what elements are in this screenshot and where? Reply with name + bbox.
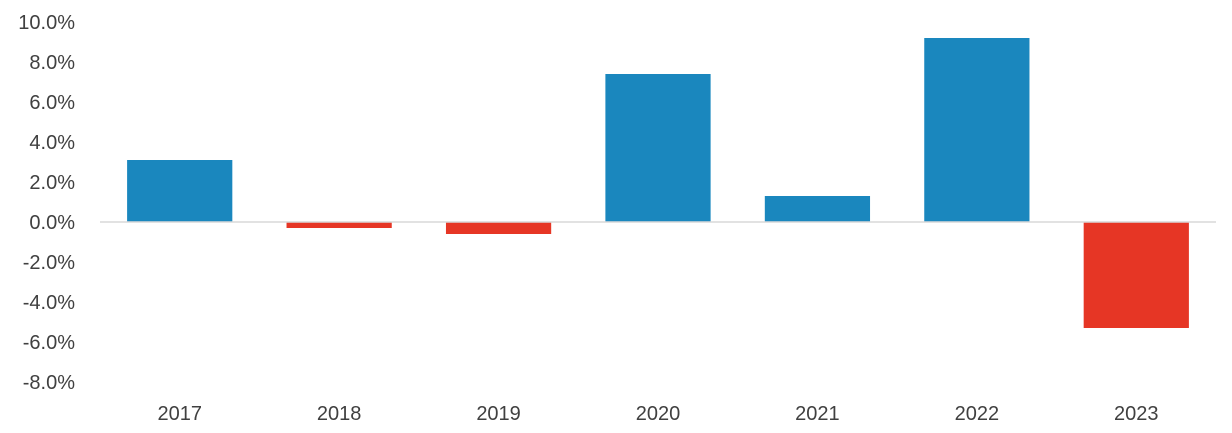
y-tick-label: -6.0% (23, 332, 75, 354)
bar-2020 (605, 74, 711, 222)
x-axis: 2017 2018 2019 2020 2021 2022 2023 (157, 403, 1158, 425)
y-axis: 10.0% 8.0% 6.0% 4.0% 2.0% 0.0% -2.0% -4.0% -6.0%… (18, 12, 75, 394)
bar-2023 (1083, 222, 1189, 328)
y-tick-label: 8.0% (29, 52, 75, 74)
y-tick-label: 10.0% (18, 12, 75, 34)
y-tick-label: 4.0% (29, 132, 75, 154)
y-tick-label: 0.0% (29, 212, 75, 234)
x-tick-label: 2021 (795, 403, 840, 425)
bar-2019 (445, 222, 552, 234)
bar-2017 (127, 160, 233, 222)
x-tick-label: 2018 (317, 403, 362, 425)
x-tick-label: 2019 (476, 403, 521, 425)
bar-2018 (286, 222, 392, 228)
y-tick-label: -8.0% (23, 372, 75, 394)
x-tick-label: 2017 (157, 403, 202, 425)
x-tick-label: 2022 (955, 403, 1000, 425)
y-tick-label: 2.0% (29, 172, 75, 194)
bars-group (127, 38, 1189, 328)
bar-2022 (924, 38, 1030, 222)
bar-2021 (764, 196, 871, 222)
y-tick-label: -2.0% (23, 252, 75, 274)
y-tick-label: -4.0% (23, 292, 75, 314)
x-tick-label: 2023 (1114, 403, 1159, 425)
x-tick-label: 2020 (636, 403, 681, 425)
y-tick-label: 6.0% (29, 92, 75, 114)
